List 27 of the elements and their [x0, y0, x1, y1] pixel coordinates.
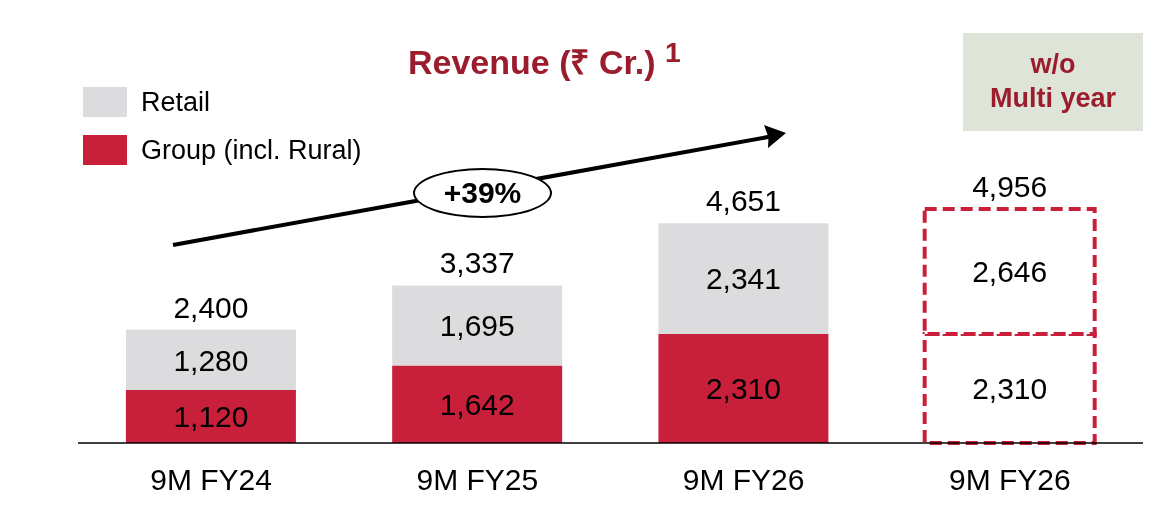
bar: [658, 333, 829, 443]
total-label: 4,651: [705, 184, 781, 218]
legend-label: Group (incl. Rural): [141, 134, 362, 166]
x-tick-label: 9M FY26: [682, 463, 805, 497]
total-label: 3,337: [439, 246, 515, 280]
data-label: 1,695: [439, 309, 515, 343]
bar: [125, 390, 296, 443]
data-label: 2,341: [705, 262, 781, 296]
text: w/o Multi year: [963, 33, 1143, 131]
x-tick-label: 9M FY26: [949, 463, 1071, 497]
x-tick-label: 9M FY25: [416, 463, 539, 497]
data-label: 1,642: [439, 387, 515, 421]
x-tick-label: 9M FY24: [150, 463, 272, 497]
total-label: 2,400: [173, 290, 249, 324]
data-label: 2,310: [972, 372, 1048, 406]
legend-label: Retail: [141, 86, 211, 118]
total-label: 4,956: [972, 169, 1048, 203]
data-label: 1,280: [173, 343, 249, 377]
bar: [392, 285, 563, 366]
bar: [658, 223, 829, 334]
annotation: +39%: [413, 168, 552, 218]
bar: [392, 365, 563, 443]
data-label: 1,120: [173, 400, 249, 434]
chart-title: Revenue (₹ Cr.) $^{1}$: [408, 36, 681, 82]
data-label: 2,310: [705, 372, 781, 406]
bar: [125, 329, 296, 391]
data-label: 2,646: [972, 255, 1048, 289]
